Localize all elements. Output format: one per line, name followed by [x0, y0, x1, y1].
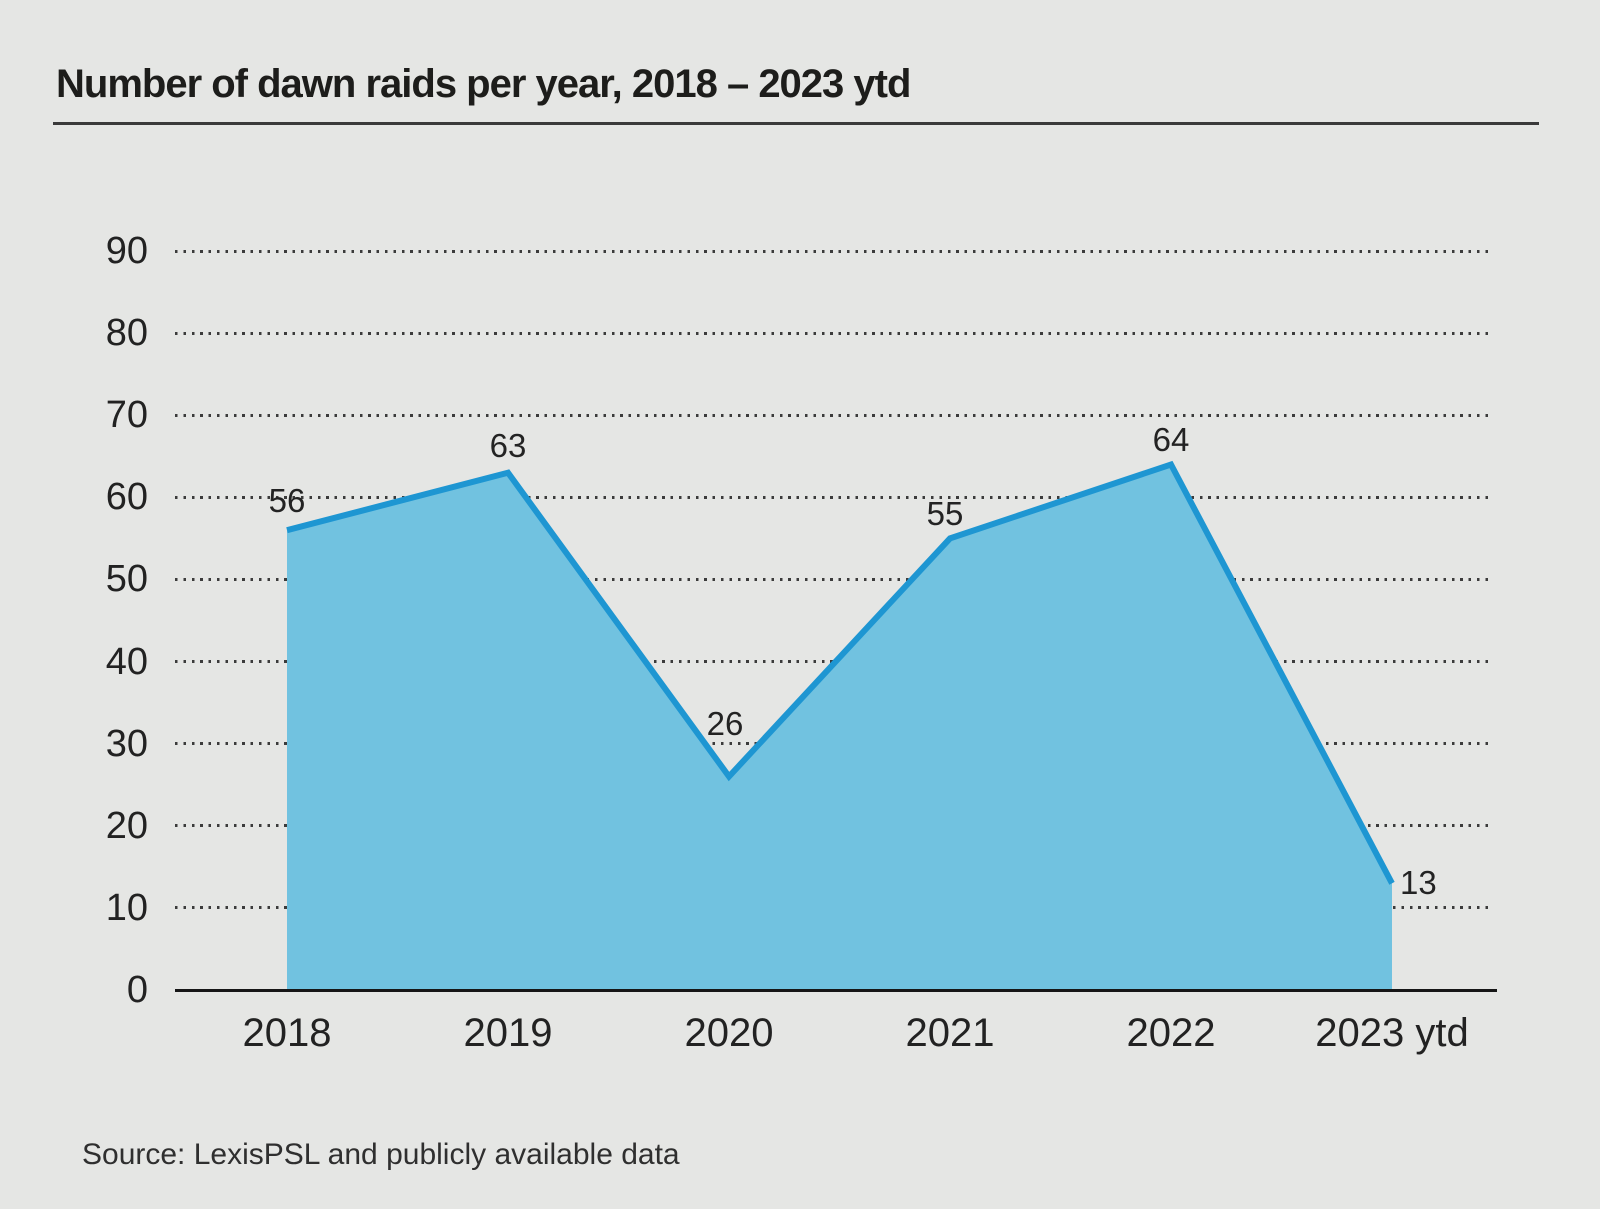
- gridline-50: [175, 577, 1490, 581]
- y-tick-label-90: 90: [105, 230, 148, 272]
- x-tick-label-2019: 2019: [463, 1011, 553, 1055]
- x-tick-label-2020: 2020: [684, 1011, 774, 1055]
- x-tick-label-2023 ytd: 2023 ytd: [1315, 1011, 1469, 1055]
- x-tick-label-2022: 2022: [1126, 1011, 1216, 1055]
- x-tick-label-2021: 2021: [905, 1011, 995, 1055]
- y-tick-label-40: 40: [105, 640, 148, 683]
- source-note: Source: LexisPSL and publicly available …: [82, 1138, 680, 1171]
- gridline-90: [175, 249, 1490, 253]
- data-label-2021: 55: [926, 495, 964, 533]
- y-tick-label-60: 60: [105, 476, 148, 519]
- data-label-2020: 26: [706, 704, 744, 742]
- gridline-60: [175, 495, 1490, 499]
- title-divider-rule: [53, 122, 1539, 125]
- data-label-2019: 63: [489, 426, 527, 464]
- data-label-2023 ytd: 13: [1400, 864, 1437, 902]
- x-tick-label-2018: 2018: [242, 1011, 332, 1055]
- area-fill-shape: [287, 464, 1392, 990]
- data-line: [286, 460, 1395, 885]
- y-tick-label-70: 70: [105, 394, 148, 437]
- y-tick-label-30: 30: [105, 722, 148, 765]
- chart-title: Number of dawn raids per year, 2018 – 20…: [56, 62, 911, 106]
- y-tick-label-20: 20: [105, 804, 148, 847]
- gridline-80: [175, 331, 1490, 335]
- y-tick-label-0: 0: [126, 969, 148, 1011]
- y-tick-label-80: 80: [105, 312, 148, 355]
- x-axis-baseline: [175, 988, 1497, 992]
- y-tick-label-10: 10: [105, 886, 148, 929]
- gridline-70: [175, 413, 1490, 417]
- y-tick-label-50: 50: [105, 558, 148, 601]
- data-label-2018: 56: [268, 482, 306, 520]
- data-label-2022: 64: [1152, 421, 1190, 459]
